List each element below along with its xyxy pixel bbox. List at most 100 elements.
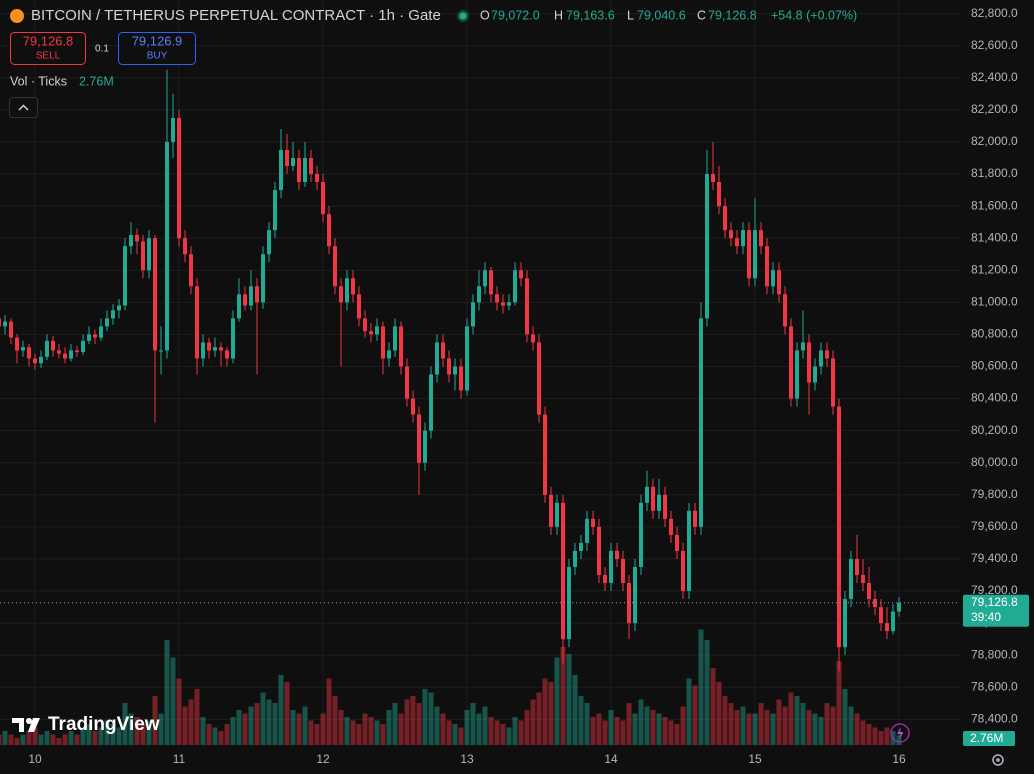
- candle-body: [387, 350, 391, 359]
- candle-body: [609, 550, 613, 584]
- legend-value: 79,126.8: [708, 8, 757, 22]
- candle-body: [447, 358, 451, 375]
- volume-bar: [674, 724, 680, 745]
- volume-bar: [800, 703, 806, 745]
- volume-bar: [314, 724, 320, 745]
- volume-bar: [386, 710, 392, 745]
- volume-bar: [638, 699, 644, 745]
- volume-bar: [584, 703, 590, 745]
- candle-body: [57, 350, 61, 354]
- volume-bar: [368, 717, 374, 745]
- volume-bar: [218, 731, 224, 745]
- candle-body: [351, 278, 355, 295]
- candle-body: [597, 526, 601, 575]
- volume-layer: [0, 629, 902, 745]
- candle-body: [81, 340, 85, 353]
- volume-bar: [20, 734, 26, 745]
- candle-body: [177, 117, 181, 239]
- volume-bar: [758, 703, 764, 745]
- candle-body: [315, 174, 319, 183]
- volume-bar: [236, 710, 242, 745]
- candle-body: [615, 550, 619, 559]
- volume-bar: [476, 713, 482, 745]
- candle-body: [69, 350, 73, 359]
- candle-body: [645, 486, 649, 503]
- y-tick-label: 79,800.0: [971, 487, 1018, 501]
- y-tick-label: 80,000.0: [971, 455, 1018, 469]
- candle-body: [243, 294, 247, 306]
- candle-body: [303, 157, 307, 183]
- volume-bar: [206, 724, 212, 745]
- legend-change: +54.8 (+0.07%): [771, 8, 857, 22]
- candle-body: [537, 342, 541, 415]
- y-tick-label: 79,600.0: [971, 519, 1018, 533]
- volume-bar: [200, 717, 206, 745]
- y-tick-label: 81,200.0: [971, 262, 1018, 276]
- candle-body: [639, 502, 643, 567]
- price-axis-background: [960, 0, 1034, 774]
- collapse-button[interactable]: [9, 97, 38, 118]
- alert-icon[interactable]: [890, 723, 910, 743]
- candle-body: [183, 238, 187, 255]
- volume-bar: [632, 713, 638, 745]
- sell-button[interactable]: [10, 32, 86, 65]
- candle-body: [849, 558, 853, 600]
- candle-body: [429, 374, 433, 431]
- candle-body: [507, 302, 511, 306]
- symbol-title: BITCOIN / TETHERUS PERPETUAL CONTRACT · …: [31, 7, 441, 24]
- candle-body: [297, 157, 301, 183]
- y-tick-label: 81,800.0: [971, 166, 1018, 180]
- candle-body: [585, 518, 589, 543]
- y-tick-label: 78,600.0: [971, 679, 1018, 693]
- settings-icon[interactable]: [992, 754, 1004, 766]
- volume-bar: [350, 720, 356, 745]
- candle-body: [663, 494, 667, 519]
- volume-bar: [764, 710, 770, 745]
- x-tick-label: 16: [892, 752, 906, 766]
- y-tick-label: 82,600.0: [971, 38, 1018, 52]
- y-tick-label: 82,800.0: [971, 6, 1018, 20]
- candle-body: [651, 486, 655, 511]
- buy-label: BUY: [147, 51, 168, 62]
- volume-bar: [602, 720, 608, 745]
- candle-body: [669, 518, 673, 535]
- candle-body: [783, 294, 787, 327]
- candle-body: [225, 350, 229, 359]
- volume-bar: [512, 717, 518, 745]
- y-tick-label: 81,000.0: [971, 295, 1018, 309]
- x-tick-label: 11: [173, 752, 186, 766]
- candle-body: [549, 494, 553, 527]
- sell-price: 79,126.8: [23, 33, 74, 48]
- candle-body: [525, 278, 529, 335]
- overlay-layer: BITCOIN / TETHERUS PERPETUAL CONTRACT · …: [0, 6, 1029, 766]
- candle-body: [201, 342, 205, 359]
- candle-body: [135, 234, 139, 242]
- volume-tag-text: 2.76M: [970, 731, 1003, 745]
- volume-bar: [68, 731, 74, 745]
- candle-body: [111, 310, 115, 319]
- volume-bar: [278, 675, 284, 745]
- candle-body: [633, 566, 637, 624]
- bolt-icon: [897, 727, 904, 739]
- y-tick-label: 82,200.0: [971, 102, 1018, 116]
- buy-button[interactable]: [118, 32, 196, 65]
- candle-body: [153, 238, 157, 351]
- volume-bar: [506, 727, 512, 745]
- candle-body: [543, 414, 547, 495]
- volume-bar: [704, 640, 710, 745]
- volume-bar: [326, 678, 332, 745]
- logo-mark: [26, 718, 32, 724]
- volume-bar: [650, 710, 656, 745]
- quantity: 0.1: [95, 44, 109, 55]
- candle-body: [693, 510, 697, 527]
- volume-bar: [374, 720, 380, 745]
- volume-bar: [110, 724, 116, 745]
- candle-body: [861, 574, 865, 584]
- volume-bar: [404, 699, 410, 745]
- volume-bar: [536, 692, 542, 745]
- candle-body: [603, 574, 607, 584]
- volume-bar: [740, 706, 746, 745]
- candle-body: [117, 305, 121, 311]
- candle-body: [33, 358, 37, 364]
- y-tick-label: 81,600.0: [971, 198, 1018, 212]
